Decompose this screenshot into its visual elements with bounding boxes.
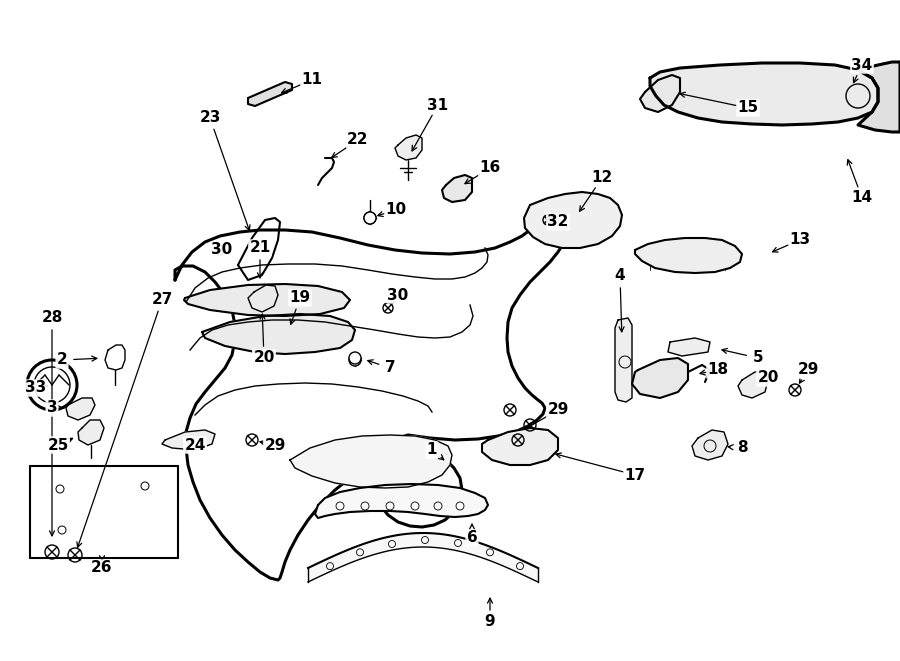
Text: 3: 3: [47, 401, 58, 416]
Text: 29: 29: [265, 438, 285, 453]
Polygon shape: [162, 430, 215, 450]
Text: 28: 28: [41, 311, 63, 325]
Text: 18: 18: [707, 362, 729, 377]
Text: 14: 14: [851, 190, 873, 206]
Polygon shape: [615, 318, 632, 402]
Polygon shape: [202, 314, 355, 354]
Text: 4: 4: [615, 268, 626, 284]
Text: 19: 19: [290, 290, 310, 305]
Text: 12: 12: [591, 171, 613, 186]
Polygon shape: [632, 358, 688, 398]
Text: 27: 27: [151, 293, 173, 307]
Polygon shape: [640, 75, 680, 112]
Polygon shape: [442, 175, 472, 202]
Polygon shape: [45, 475, 158, 542]
Text: 17: 17: [625, 467, 645, 483]
Polygon shape: [78, 420, 104, 445]
Text: 13: 13: [789, 233, 811, 247]
Polygon shape: [315, 484, 488, 518]
Bar: [30, 466, 178, 558]
Polygon shape: [650, 63, 878, 125]
Polygon shape: [858, 62, 900, 132]
Text: 23: 23: [199, 110, 220, 126]
Text: 8: 8: [737, 440, 747, 455]
Text: 20: 20: [253, 350, 274, 366]
Text: 29: 29: [547, 403, 569, 418]
Text: 30: 30: [212, 243, 232, 258]
Text: 10: 10: [385, 202, 407, 217]
Circle shape: [349, 352, 361, 364]
Text: 24: 24: [184, 438, 206, 453]
Polygon shape: [184, 284, 350, 316]
Text: 6: 6: [466, 531, 477, 545]
Text: 1: 1: [427, 442, 437, 457]
Text: 21: 21: [249, 241, 271, 256]
Text: 11: 11: [302, 73, 322, 87]
Polygon shape: [635, 238, 742, 273]
Text: 30: 30: [387, 288, 409, 303]
Circle shape: [364, 212, 376, 224]
Circle shape: [364, 212, 376, 224]
Text: 15: 15: [737, 100, 759, 116]
Polygon shape: [482, 428, 558, 465]
Polygon shape: [692, 430, 728, 460]
Text: 5: 5: [752, 350, 763, 366]
Text: 31: 31: [428, 98, 448, 112]
Text: 25: 25: [48, 438, 68, 453]
Polygon shape: [248, 285, 278, 312]
Text: 20: 20: [757, 371, 778, 385]
Polygon shape: [175, 224, 565, 580]
Text: 34: 34: [851, 58, 873, 73]
Polygon shape: [395, 135, 422, 160]
Text: 2: 2: [57, 352, 68, 368]
Polygon shape: [738, 372, 768, 398]
Text: 26: 26: [91, 561, 112, 576]
Text: 16: 16: [480, 161, 500, 176]
Polygon shape: [66, 398, 95, 420]
Circle shape: [349, 354, 361, 366]
Text: 29: 29: [797, 362, 819, 377]
Polygon shape: [248, 82, 292, 106]
Text: 32: 32: [547, 215, 569, 229]
Text: 22: 22: [347, 132, 369, 147]
Polygon shape: [290, 435, 452, 488]
Text: 7: 7: [384, 360, 395, 375]
Text: 33: 33: [25, 381, 47, 395]
Polygon shape: [524, 192, 622, 248]
Polygon shape: [668, 338, 710, 356]
Text: 9: 9: [485, 615, 495, 629]
